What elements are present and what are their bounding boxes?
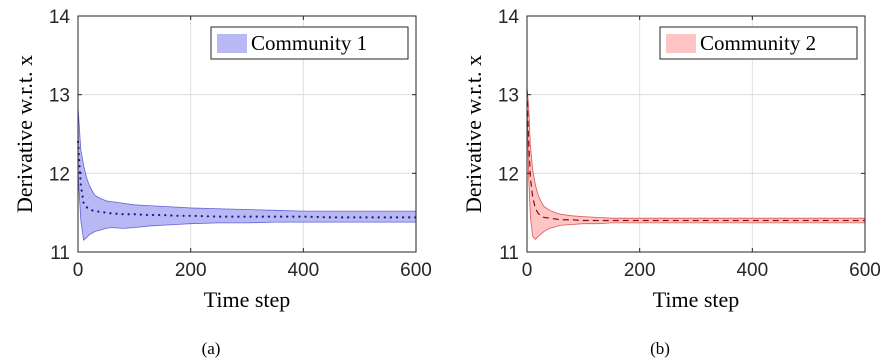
x-tick-label: 0	[73, 260, 84, 281]
x-tick-label: 600	[849, 260, 881, 281]
y-tick-label: 12	[498, 164, 519, 185]
mean-line-b	[526, 90, 865, 222]
x-tick-label: 200	[624, 260, 656, 281]
panel-a: 0 200 400 600 11 12 13 14 Community 1 Time ste…	[12, 7, 432, 358]
y-tick-label: 13	[49, 86, 70, 107]
x-tick-label: 400	[287, 260, 319, 281]
y-tick-label: 11	[499, 243, 519, 264]
y-tick-labels-a: 11 12 13 14	[49, 7, 71, 264]
legend-swatch-a	[217, 34, 247, 53]
y-tick-label: 14	[498, 7, 520, 28]
x-axis-label-a: Time step	[204, 287, 291, 312]
legend-label-a: Community 1	[251, 31, 367, 55]
legend-swatch-b	[666, 34, 696, 53]
panel-b: 0 200 400 600 11 12 13 14 Community 2 Time ste…	[461, 7, 881, 358]
x-tick-labels-b: 0 200 400 600	[522, 260, 881, 281]
legend-label-b: Community 2	[700, 31, 816, 55]
y-tick-label: 13	[498, 86, 519, 107]
axes-frame-b	[526, 15, 866, 253]
y-tick-label: 11	[50, 243, 70, 264]
y-tick-label: 12	[49, 164, 70, 185]
ticks-a	[77, 15, 417, 253]
axes-frame-a	[77, 15, 417, 253]
y-tick-labels-b: 11 12 13 14	[498, 7, 520, 264]
y-axis-label-a: Derivative w.r.t. x	[12, 55, 37, 213]
legend-b: Community 2	[659, 26, 858, 60]
panel-caption-a: (a)	[202, 339, 221, 358]
legend-a: Community 1	[210, 26, 409, 60]
x-tick-label: 600	[400, 260, 432, 281]
mean-line-a	[76, 140, 418, 219]
y-axis-label-b: Derivative w.r.t. x	[461, 55, 486, 213]
x-tick-label: 400	[736, 260, 768, 281]
x-tick-label: 0	[522, 260, 533, 281]
x-tick-label: 200	[175, 260, 207, 281]
y-tick-label: 14	[49, 7, 71, 28]
x-tick-labels-a: 0 200 400 600	[73, 260, 432, 281]
ticks-b	[526, 15, 866, 253]
panel-caption-b: (b)	[650, 339, 670, 358]
x-axis-label-b: Time step	[653, 287, 740, 312]
